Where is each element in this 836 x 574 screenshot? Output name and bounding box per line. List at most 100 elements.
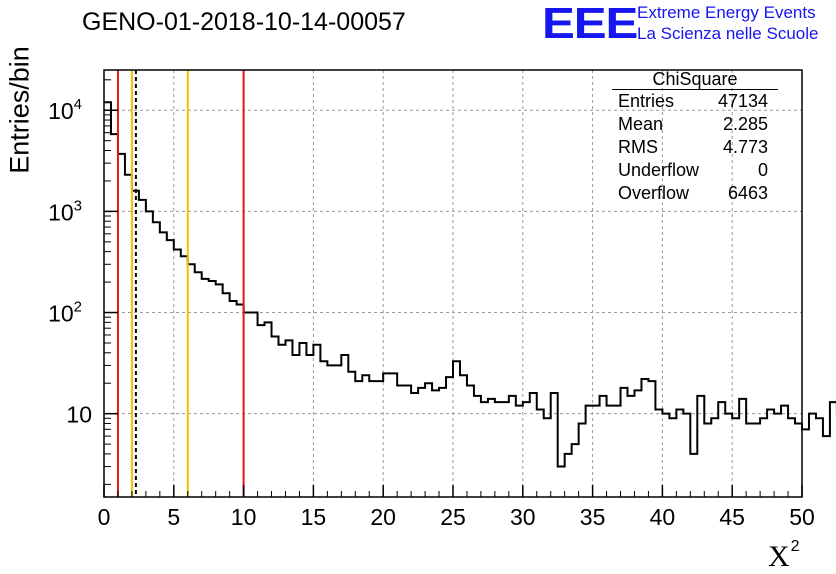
stats-row-rms: RMS 4.773 [612,136,778,159]
stats-row-entries: Entries 47134 [612,90,778,113]
histogram-bin [397,385,404,497]
stats-label: Underflow [618,160,700,180]
histogram-bin [544,418,551,497]
histogram-bin [495,402,502,497]
histogram-bin [313,345,320,497]
histogram-bin [146,211,153,497]
histogram-bin [628,396,635,497]
histogram-bin [655,409,662,497]
histogram-bin [244,313,251,497]
histogram-bin [125,175,132,497]
histogram-bin [523,402,530,497]
histogram-bin [285,340,292,497]
histogram-bin [181,256,188,497]
y-tick-label: 10 [66,402,92,428]
x-axis-label-main: X [768,540,790,573]
stats-label: Overflow [618,183,690,203]
histogram-bin [788,418,795,497]
histogram-bin [369,381,376,497]
stats-label: Entries [618,91,675,111]
histogram-bin [753,423,760,497]
histogram-bin [432,390,439,497]
histogram-bin [502,402,509,497]
histogram-bin [774,414,781,497]
histogram-bin [474,396,481,497]
histogram-bin [446,377,453,497]
histogram-bin [565,454,572,497]
histogram-bin [223,293,230,497]
stats-row-underflow: Underflow 0 [612,159,778,182]
histogram-bin [209,281,216,497]
histogram-bin [111,134,118,497]
stats-title: ChiSquare [652,69,738,89]
histogram-bin [634,390,641,497]
y-tick-label: 102 [48,299,82,327]
histogram-bin [306,355,313,497]
histogram-bin [537,409,544,497]
logo-line-1: Extreme Energy Events [637,3,816,22]
histogram-bin [216,284,223,497]
histogram-bin [530,393,537,497]
logo-line-2: La Scienza nelle Scuole [637,24,819,43]
histogram-bin [320,361,327,497]
histogram-bin [348,372,355,497]
histogram-bin [690,454,697,497]
histogram-bin [641,379,648,497]
histogram-bin [795,423,802,497]
stats-row-overflow: Overflow 6463 [612,182,778,205]
stats-label: RMS [618,137,658,157]
stats-box: ChiSquare Entries 47134 Mean 2.285 RMS 4… [612,68,778,205]
histogram-bin [760,418,767,497]
histogram-bin [802,429,809,497]
histogram-bin [167,240,174,497]
histogram-bin [390,373,397,497]
stats-value: 0 [757,160,768,180]
stats-row-mean: Mean 2.285 [612,113,778,136]
histogram-bin [572,444,579,497]
chart-title: GENO-01-2018-10-14-00057 [82,8,406,36]
histogram-bin [230,301,237,497]
stats-value: 4.773 [722,137,768,157]
histogram-bin [718,402,725,497]
histogram-bin [830,402,836,497]
histogram-bin [823,436,830,497]
histogram-bin [739,399,746,497]
x-tick-label: 30 [510,504,536,530]
stats-value: 6463 [727,183,768,203]
histogram-bin [265,322,272,497]
histogram-bin [662,414,669,497]
histogram-bin [781,406,788,497]
histogram-bin [732,418,739,497]
histogram-bin [621,388,628,497]
stats-label: Mean [618,114,664,134]
histogram-bin [104,102,111,497]
histogram-bin [809,414,816,497]
y-tick-label: 103 [48,197,82,225]
histogram-bin [607,406,614,497]
stats-title-underline [612,89,778,90]
histogram-bin [614,406,621,497]
histogram-bin [725,414,732,497]
histogram-bin [202,279,209,497]
x-tick-label: 25 [440,504,466,530]
x-tick-label: 50 [789,504,815,530]
eee-logo: EEE [542,0,638,48]
histogram-bin [600,396,607,497]
histogram-bin [258,325,265,497]
x-axis-label: X2 [768,538,800,574]
histogram-bin [272,336,279,497]
histogram-bin [383,373,390,497]
histogram-bin [292,355,299,497]
histogram-bin [488,399,495,497]
histogram-bin [593,406,600,497]
x-axis-label-superscript: 2 [790,538,800,555]
histogram-bin [153,222,160,497]
histogram-bin [425,383,432,497]
histogram-bin [746,423,753,497]
histogram-bin [237,305,244,497]
stats-value: 47134 [717,91,768,111]
x-tick-label: 20 [370,504,396,530]
histogram-bin [551,393,558,497]
histogram-bin [188,264,195,497]
histogram-bin [676,409,683,497]
